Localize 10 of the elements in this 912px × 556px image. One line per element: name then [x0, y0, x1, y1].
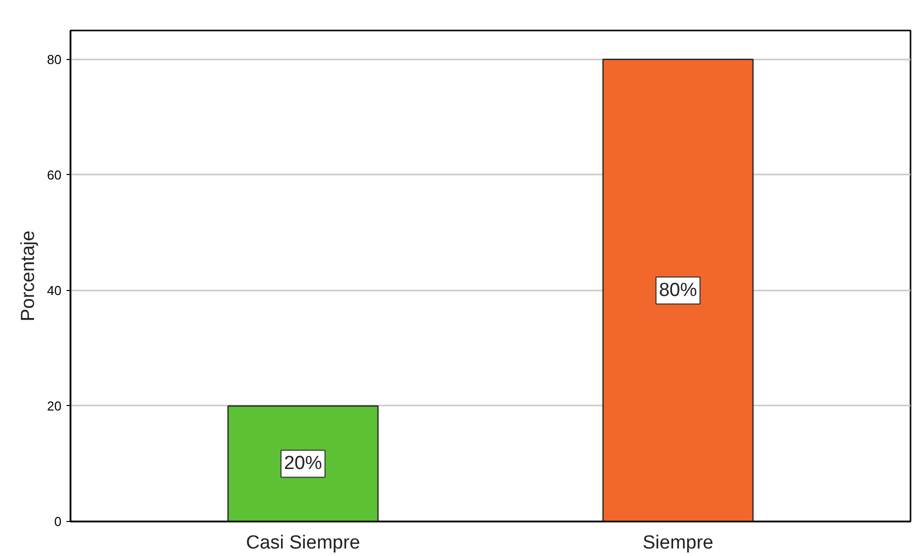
y-tick-label: 40 — [47, 282, 62, 298]
data-label: 20% — [284, 453, 322, 474]
data-label: 80% — [658, 280, 698, 301]
y-tick-label: 80 — [47, 52, 62, 67]
x-tick-label: Siempre — [642, 532, 714, 554]
y-axis-title: Porcentaje — [18, 230, 40, 322]
y-tick-label: 20 — [47, 398, 62, 414]
x-tick-label: Casi Siempre — [246, 532, 360, 554]
y-tick-label: 0 — [54, 514, 62, 529]
y-tick-label: 60 — [47, 167, 62, 182]
